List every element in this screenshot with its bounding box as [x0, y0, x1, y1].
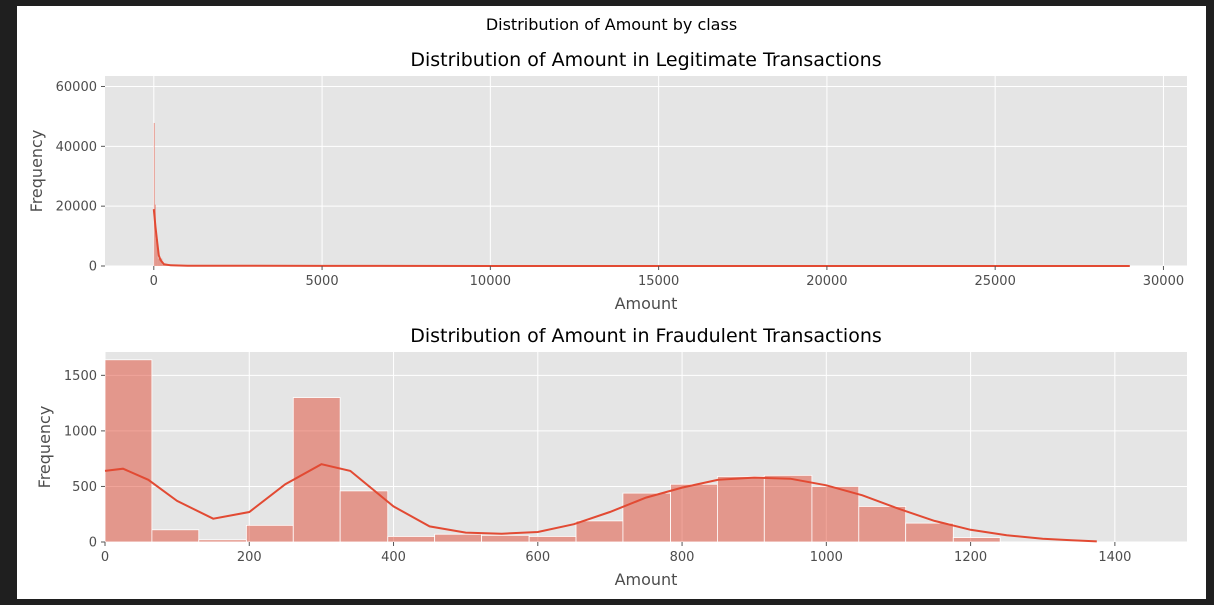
histogram-bar [952, 537, 1001, 543]
y-tick-label: 0 [89, 260, 97, 275]
figure-suptitle: Distribution of Amount by class [485, 15, 738, 34]
y-tick-label: 1000 [64, 424, 97, 439]
x-tick-label: 800 [670, 550, 695, 565]
histogram-bar [151, 529, 200, 543]
y-tick-label: 500 [72, 480, 97, 495]
histogram-bar [858, 506, 907, 543]
histogram-bar [811, 486, 860, 543]
x-tick-label: 600 [525, 550, 550, 565]
chart-1: 0 5000 10000 15000 20000 25000 30000 0 20000 4000… [27, 49, 1187, 313]
x-axis-label: Amount [615, 294, 678, 313]
x-tick-label: 25000 [974, 274, 1015, 289]
x-tick-label: 15000 [638, 274, 679, 289]
x-tick-label: 0 [101, 550, 109, 565]
x-tick-label: 10000 [470, 274, 511, 289]
histogram-bar [717, 476, 765, 543]
y-tick-label: 1500 [64, 369, 97, 384]
figure: Distribution of Amount by class 0 5000 100… [17, 6, 1206, 599]
x-tick-label: 1000 [810, 550, 843, 565]
kde-line [152, 209, 1130, 267]
y-tick-label: 60000 [56, 80, 97, 95]
histogram-bar [157, 258, 163, 266]
histogram-bar [528, 536, 577, 543]
x-tick-label: 1400 [1098, 550, 1131, 565]
histogram-bar [481, 534, 530, 543]
histogram-bar [292, 397, 341, 543]
y-tick-label: 0 [89, 536, 97, 551]
x-tick-label: 30000 [1143, 274, 1184, 289]
histogram-bar [763, 474, 813, 543]
x-tick-label: 200 [237, 550, 262, 565]
histogram-bar [104, 359, 153, 543]
chart-title: Distribution of Amount in Fraudulent Tra… [410, 325, 882, 347]
histogram-bar [198, 539, 247, 543]
chart-2: 0 200 400 600 800 1000 1200 1400 0 500 1000 1500 Dis… [35, 325, 1187, 589]
x-tick-label: 400 [381, 550, 406, 565]
histogram-bar [622, 492, 671, 543]
x-tick-label: 5000 [306, 274, 339, 289]
chart-title: Distribution of Amount in Legitimate Tra… [410, 49, 881, 71]
x-axis-label: Amount [615, 570, 678, 589]
histogram-bar [153, 122, 155, 266]
x-tick-label: 0 [150, 274, 158, 289]
plots-svg: 0 5000 10000 15000 20000 25000 300000200004000… [27, 49, 1187, 589]
y-tick-label: 40000 [56, 140, 97, 155]
x-tick-label: 1200 [954, 550, 987, 565]
histogram-bar [434, 533, 482, 543]
y-tick-label: 20000 [56, 200, 97, 215]
y-axis-label: Frequency [27, 130, 46, 213]
plot-area [105, 76, 1187, 266]
histogram-bar [387, 536, 436, 543]
histogram-bar [339, 490, 389, 543]
histogram-bar [905, 522, 954, 543]
y-axis-label: Frequency [35, 406, 54, 489]
histogram-bar [155, 239, 158, 266]
histogram-bar [575, 520, 624, 543]
kde-line [104, 463, 1097, 543]
histogram-bar [670, 483, 718, 543]
x-tick-label: 20000 [806, 274, 847, 289]
histogram-bar [154, 204, 156, 266]
histogram-bar [245, 524, 294, 543]
